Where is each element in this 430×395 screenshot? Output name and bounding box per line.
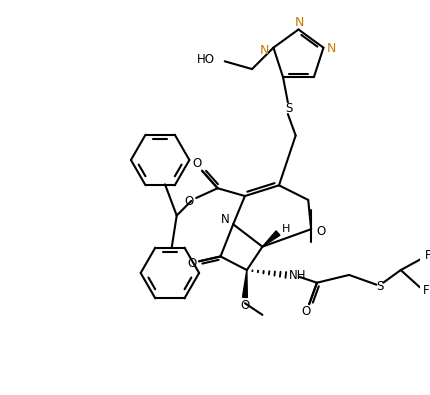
Text: O: O (240, 299, 249, 312)
Text: O: O (185, 196, 194, 209)
Text: O: O (301, 305, 311, 318)
Text: N: N (221, 213, 230, 226)
Text: N: N (295, 16, 304, 29)
Text: O: O (316, 225, 326, 238)
Text: NH: NH (289, 269, 306, 282)
Text: N: N (260, 44, 269, 57)
Text: O: O (193, 157, 202, 170)
Text: O: O (187, 257, 197, 270)
Text: F: F (425, 249, 430, 262)
Polygon shape (243, 270, 247, 297)
Text: N: N (326, 42, 336, 55)
Text: S: S (285, 102, 292, 115)
Text: S: S (377, 280, 384, 293)
Text: HO: HO (197, 53, 215, 66)
Text: H: H (282, 224, 290, 234)
Polygon shape (262, 231, 280, 247)
Text: F: F (423, 284, 430, 297)
